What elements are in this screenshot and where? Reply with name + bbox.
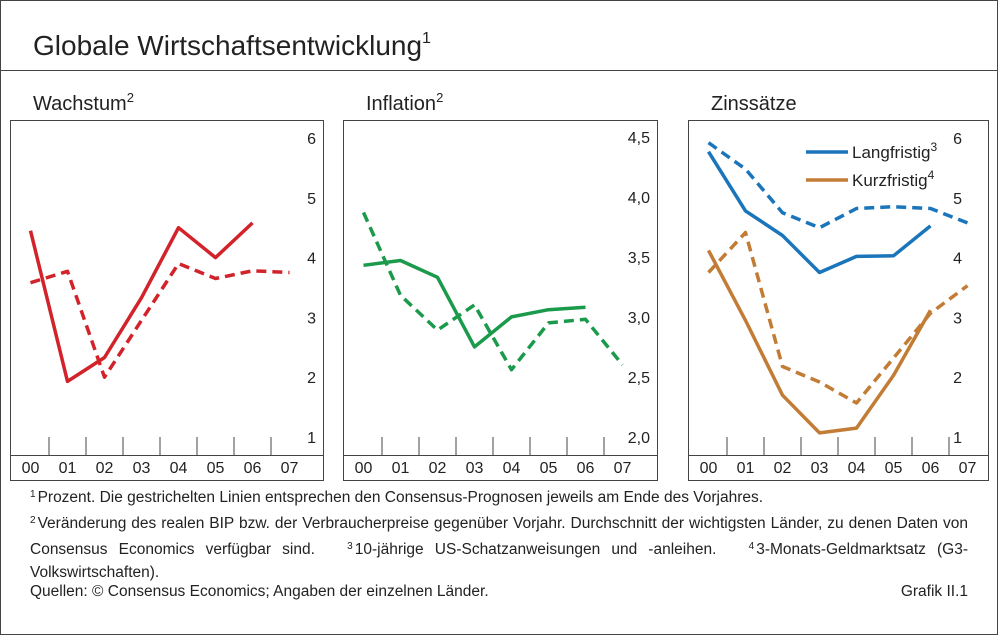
- x-tick-label: 07: [959, 460, 977, 477]
- x-tick-label: 03: [133, 460, 151, 477]
- y-tick-label: 2: [953, 370, 962, 387]
- y-tick-label: 2: [307, 370, 316, 387]
- source: Quellen: © Consensus Economics; Angaben …: [30, 583, 489, 600]
- forecast-line: [29, 261, 290, 379]
- legend-label: Langfristig3: [852, 140, 937, 162]
- x-tick-label: 02: [774, 460, 792, 477]
- panel-title: Inflation2: [366, 90, 443, 115]
- title-text: Globale Wirtschaftsentwicklung: [33, 30, 422, 61]
- footnote-paragraph: 2 Veränderung des realen BIP bzw. der Ver…: [30, 509, 968, 584]
- line: [706, 249, 933, 435]
- y-tick-label: 4,5: [628, 130, 650, 147]
- forecast-line: [707, 230, 969, 405]
- x-tick-label: 00: [22, 460, 40, 477]
- y-tick-label: 2,5: [628, 370, 650, 387]
- x-tick-label: 04: [848, 460, 866, 477]
- x-tick-label: 07: [614, 460, 632, 477]
- panel-title-note: 2: [127, 90, 134, 105]
- y-tick-label: 4: [307, 251, 316, 268]
- footnote-mark: 1: [30, 489, 36, 500]
- x-tick-label: 05: [207, 460, 225, 477]
- figure-label: Grafik II.1: [900, 583, 968, 600]
- forecast-line: [707, 141, 969, 230]
- y-tick-label: 5: [307, 191, 316, 208]
- panel: [688, 120, 989, 481]
- x-tick-label: 00: [700, 460, 718, 477]
- figure-title: Globale Wirtschaftsentwicklung1: [33, 30, 431, 61]
- forecast-line: [361, 211, 624, 372]
- panel-title-text: Inflation: [366, 93, 436, 115]
- footnote-text: 10-jährige US-Schatzanweisungen und -anl…: [354, 541, 717, 558]
- x-tick-label: 06: [577, 460, 595, 477]
- footnote-paragraph: 1 Prozent. Die gestrichelten Linien entsp…: [30, 483, 968, 509]
- x-tick-label: 03: [466, 460, 484, 477]
- footnote-text: 3-Monats-Geldmarktsatz (G3-Volkswirtscha…: [30, 541, 969, 581]
- line: [707, 150, 932, 275]
- x-tick-label: 07: [281, 460, 299, 477]
- panel-title: Zinssätze: [711, 93, 797, 115]
- y-tick-label: 3,0: [628, 310, 650, 327]
- panel: [10, 120, 324, 481]
- y-tick-label: 4,0: [628, 190, 650, 207]
- y-tick-label: 3: [953, 310, 962, 327]
- y-tick-label: 6: [953, 131, 962, 148]
- line: [363, 258, 586, 349]
- y-tick-label: 1: [953, 430, 962, 447]
- x-tick-label: 02: [96, 460, 114, 477]
- y-tick-label: 3: [307, 310, 316, 327]
- footnote-mark: 2: [30, 515, 36, 526]
- x-tick-label: 01: [737, 460, 755, 477]
- panel: [343, 120, 658, 481]
- y-tick-label: 1: [307, 430, 316, 447]
- legend-note: 4: [928, 168, 935, 182]
- panel-title-note: 2: [436, 90, 443, 105]
- y-tick-label: 6: [307, 131, 316, 148]
- x-tick-label: 03: [811, 460, 829, 477]
- x-tick-label: 06: [922, 460, 940, 477]
- footnote-text: Veränderung des realen BIP bzw. der Verb…: [30, 515, 968, 558]
- footnote-mark: 3: [347, 541, 353, 552]
- line: [28, 221, 254, 384]
- x-tick-label: 05: [885, 460, 903, 477]
- x-tick-label: 02: [429, 460, 447, 477]
- legend-text: Langfristig: [852, 143, 930, 162]
- y-tick-label: 2,0: [628, 430, 650, 447]
- y-tick-label: 5: [953, 191, 962, 208]
- footnote-mark: 4: [748, 541, 755, 552]
- legend-text: Kurzfristig: [852, 171, 928, 190]
- legend-label: Kurzfristig4: [852, 168, 935, 190]
- x-tick-label: 04: [170, 460, 188, 477]
- panel-title-text: Wachstum: [33, 93, 127, 115]
- x-tick-label: 04: [503, 460, 521, 477]
- x-tick-label: 01: [392, 460, 410, 477]
- footnotes: 1 Prozent. Die gestrichelten Linien entsp…: [30, 483, 968, 584]
- legend-note: 3: [930, 140, 937, 154]
- x-tick-label: 05: [540, 460, 558, 477]
- footnote-text: Prozent. Die gestrichelten Linien entspr…: [37, 489, 764, 506]
- y-tick-label: 4: [953, 251, 962, 268]
- y-tick-label: 3,5: [628, 250, 650, 267]
- panel-title: Wachstum2: [33, 90, 134, 115]
- x-tick-label: 06: [244, 460, 262, 477]
- x-tick-label: 00: [355, 460, 373, 477]
- panel-title-text: Zinssätze: [711, 93, 797, 115]
- x-tick-label: 01: [59, 460, 77, 477]
- title-note: 1: [422, 30, 431, 47]
